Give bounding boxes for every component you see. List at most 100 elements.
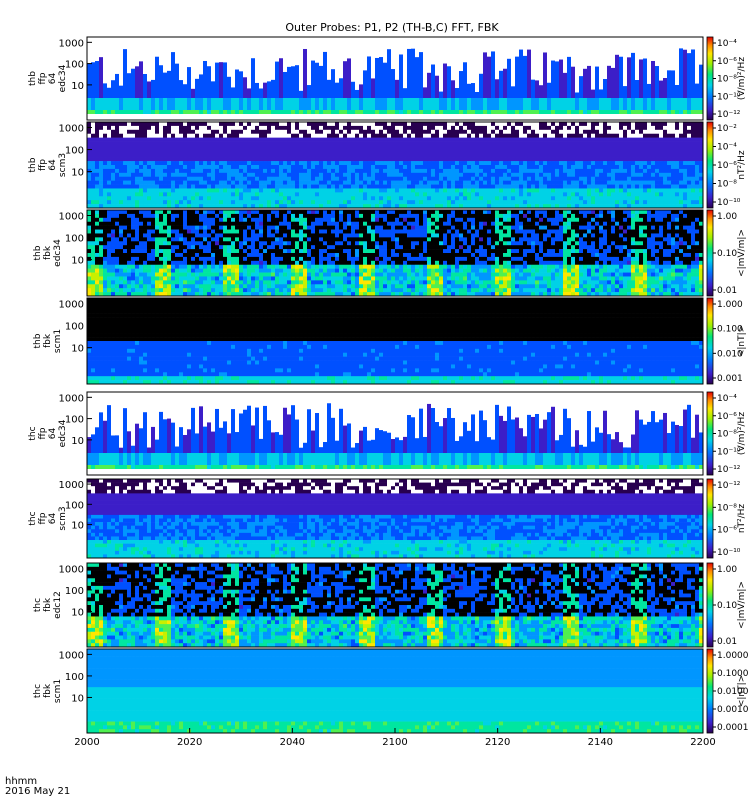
colorbar-tick-label: 0.10 xyxy=(717,249,737,259)
y-tick-label: 1000 xyxy=(59,564,84,575)
colorbar-tick-label: 10⁻¹² xyxy=(717,481,741,491)
figure-title: Outer Probes: P1, P2 (TH-B,C) FFT, FBK xyxy=(285,21,499,34)
y-tick-label: 10 xyxy=(71,168,84,179)
colorbar-tick-label: 10⁻⁸ xyxy=(717,180,737,190)
colorbar-tick-label: 10⁻¹² xyxy=(717,465,741,475)
colorbar-tick-label: 0.0001 xyxy=(717,723,749,733)
y-tick-label: 100 xyxy=(65,672,84,683)
spectrogram-image xyxy=(87,210,703,296)
panel-label: thc xyxy=(33,684,43,698)
colorbar-tick-label: 1.0000 xyxy=(717,651,749,661)
spectrogram-image xyxy=(87,649,703,733)
colorbar-tick-label: 0.01 xyxy=(717,286,737,296)
y-tick-label: 10 xyxy=(71,436,84,447)
panel-label: scm1 xyxy=(53,329,63,353)
panel-label: 64 xyxy=(48,513,58,525)
colorbar-tick-label: 10⁻⁶ xyxy=(717,57,737,67)
panel-label: 64 xyxy=(48,428,58,440)
colorbar-label: <|nT|> xyxy=(737,675,747,707)
colorbar: 1.0000.1000.0100.001<|nT|> xyxy=(707,298,747,384)
panel-label: thc xyxy=(28,511,38,525)
y-tick-label: 10 xyxy=(71,344,84,355)
panel-label: thb xyxy=(33,245,43,260)
panel-label: thb xyxy=(28,71,38,86)
date-label: 2016 May 21 xyxy=(5,786,70,797)
spectrogram-image xyxy=(87,37,703,120)
colorbar-label: (V/m)²/Hz xyxy=(737,57,747,100)
panel-label: thc xyxy=(28,426,38,440)
colorbar-tick-label: 10⁻¹⁰ xyxy=(717,198,741,208)
colorbar-tick-label: 0.01 xyxy=(717,637,737,647)
colorbar: 1.000.100.01<|mV/m|> xyxy=(707,563,747,647)
panel-label: edc34 xyxy=(58,419,68,447)
colorbar-tick-label: 1.000 xyxy=(717,300,743,310)
panel-label: scm1 xyxy=(53,679,63,703)
y-tick-label: 1000 xyxy=(59,124,84,135)
x-tick-label: 2000 xyxy=(74,737,99,748)
x-tick-label: 2120 xyxy=(485,737,510,748)
x-tick-label: 2200 xyxy=(690,737,715,748)
colorbar-tick-label: 10⁻⁸ xyxy=(717,75,737,85)
y-tick-label: 1000 xyxy=(59,300,84,311)
spectrogram-image xyxy=(87,122,703,208)
colorbar-tick-label: 0.001 xyxy=(717,374,743,384)
panel-label: ffp xyxy=(38,512,48,524)
colorbar-label: (V/m)²/Hz xyxy=(737,412,747,455)
colorbar-tick-label: 10⁻⁶ xyxy=(717,161,737,171)
x-tick-label: 2100 xyxy=(382,737,407,748)
colorbar-label: <|mV/m|> xyxy=(737,581,747,629)
panel-label: ffp xyxy=(38,72,48,84)
colorbar-tick-label: 10⁻⁴ xyxy=(717,394,737,404)
panel-label: fbk xyxy=(43,597,53,612)
spectrogram-image xyxy=(87,298,703,384)
y-tick-label: 1000 xyxy=(59,38,84,49)
panel-label: edc12 xyxy=(53,591,63,619)
y-tick-label: 10 xyxy=(71,607,84,618)
y-tick-label: 1000 xyxy=(59,212,84,223)
panel-label: fbk xyxy=(43,245,53,260)
panel-label: 64 xyxy=(48,159,58,171)
colorbar-label: <|nT|> xyxy=(737,325,747,357)
colorbar-tick-label: 10⁻⁸ xyxy=(717,503,737,513)
colorbar-tick-label: 10⁻⁴ xyxy=(717,143,737,153)
colorbar: 10⁻¹² 10⁻⁸ 10⁻⁶ 10⁻¹⁰ nT²/Hz xyxy=(707,479,747,558)
colorbar-tick-label: 10⁻⁶ xyxy=(717,412,737,422)
panel-label: 64 xyxy=(48,73,58,85)
colorbar-tick-label: 1.00 xyxy=(717,212,737,222)
colorbar-tick-label: 10⁻⁴ xyxy=(717,39,737,49)
y-tick-label: 1000 xyxy=(59,393,84,404)
x-tick-label: 2040 xyxy=(280,737,305,748)
panel-label: thc xyxy=(33,598,43,612)
x-tick-label: 2020 xyxy=(177,737,202,748)
y-tick-label: 1000 xyxy=(59,480,84,491)
panel-label: thb xyxy=(28,157,38,172)
colorbar-tick-label: 0.10 xyxy=(717,601,737,611)
spectrogram-image xyxy=(87,392,703,475)
y-tick-label: 100 xyxy=(65,234,84,245)
y-tick-label: 1000 xyxy=(59,650,84,661)
y-tick-label: 100 xyxy=(65,586,84,597)
y-tick-label: 10 xyxy=(71,521,84,532)
spectrogram-image xyxy=(87,563,703,647)
colorbar-tick-label: 10⁻¹² xyxy=(717,110,741,120)
panel-label: ffp xyxy=(38,427,48,439)
x-tick-label: 2140 xyxy=(588,737,613,748)
panel-label: scm3 xyxy=(58,506,68,530)
colorbar: 1.000.100.01<|mV/m|> xyxy=(707,210,747,296)
colorbar-label: nT²/Hz xyxy=(737,504,747,534)
colorbar-tick-label: 10⁻¹⁰ xyxy=(717,548,741,558)
y-tick-label: 10 xyxy=(71,81,84,92)
colorbar-tick-label: 10⁻⁶ xyxy=(717,526,737,536)
panel-label: scm3 xyxy=(58,153,68,177)
panel-label: fbk xyxy=(43,683,53,698)
spectrogram-image xyxy=(87,479,703,558)
